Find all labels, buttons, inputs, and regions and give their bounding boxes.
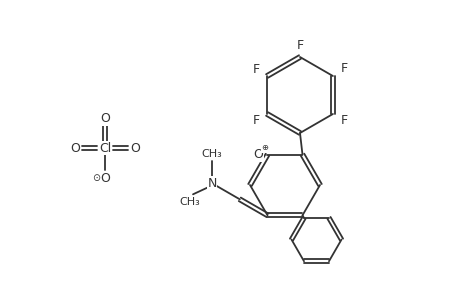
Text: F: F [296, 38, 303, 52]
Text: F: F [252, 115, 259, 128]
Text: O: O [70, 142, 80, 154]
Text: O: O [253, 148, 263, 161]
Text: F: F [340, 115, 347, 128]
Text: Cl: Cl [99, 142, 111, 154]
Text: O: O [100, 112, 110, 125]
Text: CH₃: CH₃ [201, 149, 222, 159]
Text: O: O [130, 142, 140, 154]
Text: N: N [207, 177, 216, 190]
Text: O: O [100, 172, 110, 184]
Text: F: F [252, 62, 259, 76]
Text: CH₃: CH₃ [179, 197, 200, 207]
Text: F: F [340, 62, 347, 76]
Text: ⊕: ⊕ [260, 143, 268, 152]
Text: ⊙: ⊙ [92, 173, 100, 183]
